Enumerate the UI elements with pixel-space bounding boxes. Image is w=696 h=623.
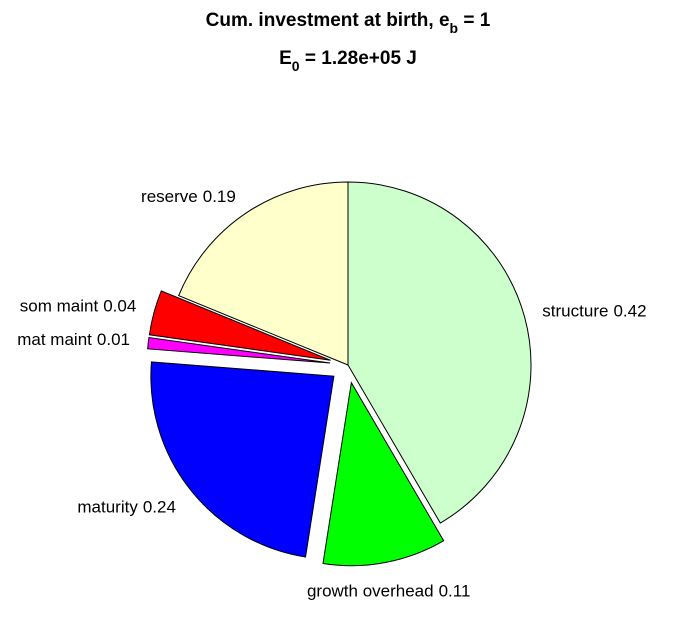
slice-label: growth overhead 0.11 [307,582,470,601]
slice-value: 0.42 [613,302,646,321]
slice-label: som maint 0.04 [20,297,137,316]
title-subscript: b [450,20,459,36]
slice-value: 0.04 [103,297,136,316]
slice-label: mat maint 0.01 [17,331,130,350]
slice-label: structure 0.42 [542,302,646,321]
subtitle-part: = 1.28e+05 J [300,48,417,69]
slice-name: growth overhead [307,582,434,601]
slice-value: 0.24 [143,498,176,517]
title-part: = 1 [458,10,491,31]
pie-slice [347,181,532,524]
slice-name: structure [542,302,608,321]
pie-slice [178,181,349,366]
pie-slice [147,336,331,364]
slice-name: maturity [77,498,138,517]
slice-name: mat maint [17,331,92,350]
slice-name: reserve [141,187,198,206]
chart-subtitle: E0 = 1.28e+05 J [279,48,417,74]
pie-slice [148,290,331,361]
subtitle-part: E [279,48,292,69]
title-part: Cum. investment at birth, e [206,10,450,31]
slice-value: 0.01 [97,331,130,350]
subtitle-subscript: 0 [292,58,300,74]
pie-slice [322,381,445,567]
slice-value: 0.11 [439,582,471,601]
slice-name: som maint [20,297,99,316]
slice-label: reserve 0.19 [141,187,236,206]
pie-slice [150,361,335,558]
chart-title: Cum. investment at birth, eb = 1 [206,10,491,36]
slice-value: 0.19 [203,187,236,206]
slice-label: maturity 0.24 [77,498,176,517]
